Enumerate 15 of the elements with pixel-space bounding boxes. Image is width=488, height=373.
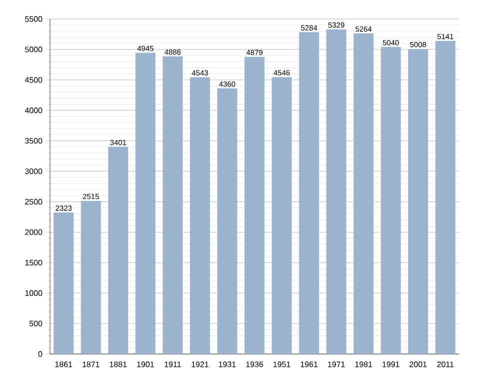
bar	[435, 40, 456, 354]
bar	[190, 77, 210, 354]
bar	[135, 52, 156, 354]
bar	[299, 32, 320, 354]
bar	[244, 56, 265, 354]
bar	[326, 29, 346, 354]
bar	[272, 77, 292, 354]
bar	[108, 146, 128, 354]
bar	[162, 56, 183, 354]
bar	[80, 200, 101, 354]
bar	[380, 47, 401, 354]
bar	[354, 33, 374, 354]
bar	[408, 48, 428, 354]
bar	[217, 88, 238, 354]
bar	[54, 212, 74, 354]
